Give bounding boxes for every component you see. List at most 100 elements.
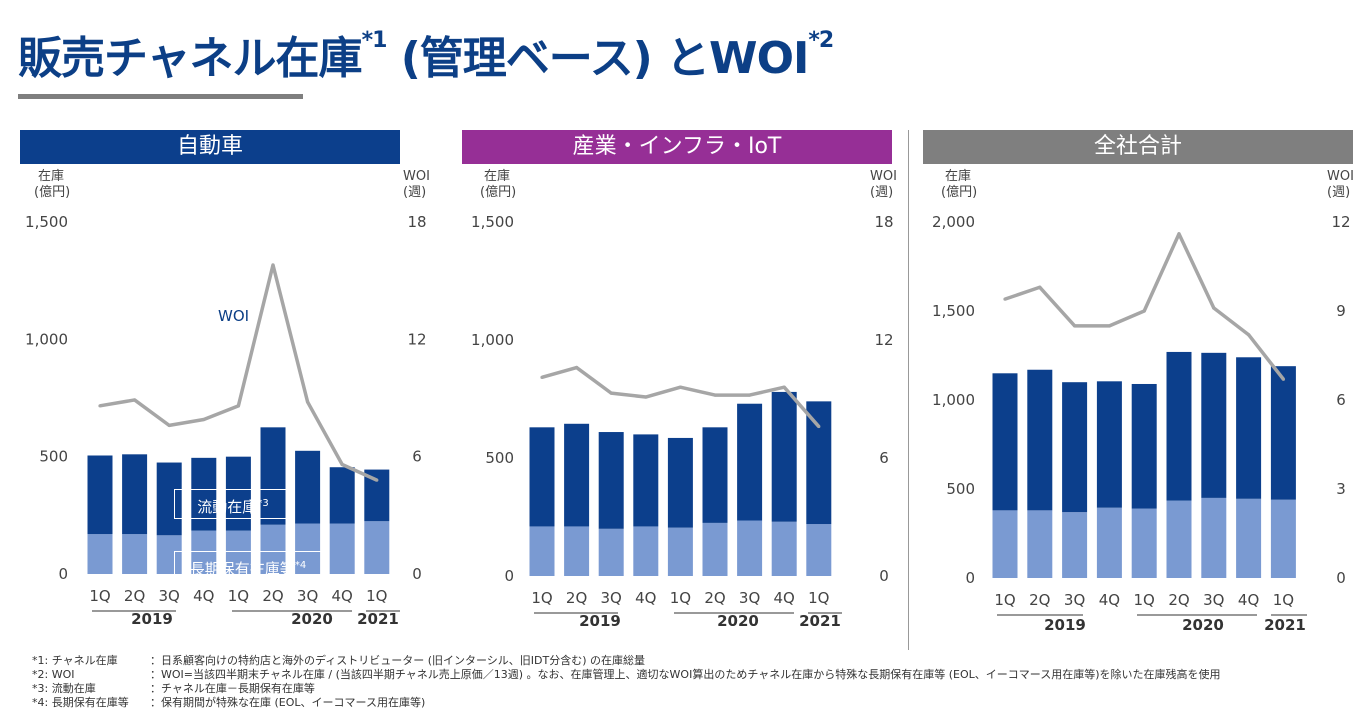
y2-tick-label: 6 [412,448,422,466]
x-tick-label: 3Q [1064,591,1085,609]
y-tick-label: 1,000 [932,391,975,409]
y2-tick-label: 6 [879,449,889,467]
x-tick-label: 1Q [1273,591,1294,609]
bar-long-term [191,530,217,574]
bar-long-term [225,530,251,574]
bar-long-term [295,523,321,574]
bar-long-term [529,526,555,576]
bar-flow [633,434,659,527]
bar-long-term [1131,508,1157,578]
bar-flow [1062,382,1088,513]
footnotes: *1: チャネル在庫 ：日系顧客向けの特約店と海外のディストリビューター (旧イン… [32,654,1220,710]
woi-point [167,423,171,427]
bar-long-term [702,522,728,576]
bar-long-term [1166,500,1192,578]
y-tick-label: 500 [485,449,514,467]
x-tick-label: 2Q [1168,591,1189,609]
y2-tick-label: 0 [1336,569,1346,587]
woi-point [540,375,544,379]
y2-tick-label: 18 [407,213,426,231]
woi-line [99,263,378,482]
x-tick-label: 2Q [124,587,145,605]
footnote-4: *4: 長期保有在庫等 ：保有期間が特殊な在庫 (EOL、イーコマース用在庫等) [32,696,426,709]
x-tick-label: 4Q [332,587,353,605]
y2-tick-label: 3 [1336,480,1346,498]
bar-flow [992,373,1018,511]
bar-flow [702,427,728,523]
bar-flow [1270,366,1296,500]
y-tick-label: 1,500 [471,213,514,231]
year-label: 2021 [1264,616,1306,634]
woi-point [236,404,240,408]
bar-long-term [1027,510,1053,578]
bar-long-term [122,534,148,574]
x-tick-label: 2Q [704,589,725,607]
y-tick-label: 1,500 [932,302,975,320]
unit-left-line1: 在庫 [484,169,510,184]
bar-long-term [737,520,763,576]
panel-header-automotive: 自動車 [20,130,400,164]
woi-point [782,385,786,389]
flow-inventory-callout: 流動在庫*3 [174,489,292,519]
x-tick-label: 3Q [739,589,760,607]
y-tick-label: 0 [58,565,68,583]
y2-tick-label: 12 [407,330,426,348]
woi-point [678,385,682,389]
bar-flow [806,401,832,525]
year-label: 2020 [717,612,759,630]
bar-long-term [87,534,113,574]
woi-point [1247,333,1251,337]
year-label: 2020 [291,610,333,628]
footnote-2: *2: WOI ：WOI=当該四半期末チャネル在庫 / (当該四半期チャネル売上原… [32,668,1221,681]
bar-long-term [598,528,624,576]
y-tick-label: 1,500 [25,213,68,231]
x-tick-label: 4Q [193,587,214,605]
year-label: 2021 [357,610,399,628]
unit-right-line2: (週) [870,185,893,200]
woi-point [1281,377,1285,381]
y-tick-label: 2,000 [932,213,975,231]
unit-right-line1: WOI [403,169,430,184]
y2-tick-label: 12 [1331,213,1350,231]
x-tick-label: 3Q [297,587,318,605]
panel-header-industrial-iot: 産業・インフラ・IoT [462,130,892,164]
bar-flow [260,427,286,525]
bar-flow [329,467,355,524]
woi-point [1038,285,1042,289]
y-tick-label: 0 [965,569,975,587]
woi-point [271,263,275,267]
y2-tick-label: 6 [1336,391,1346,409]
bar-flow [1096,381,1122,508]
bar-flow [771,391,797,522]
bar-long-term [1062,512,1088,578]
panel-header-company-total: 全社合計 [923,130,1353,164]
bar-long-term [992,510,1018,578]
x-tick-label: 2Q [566,589,587,607]
x-tick-label: 2Q [262,587,283,605]
bar-long-term [1096,507,1122,578]
woi-point [1212,306,1216,310]
woi-point [575,365,579,370]
x-tick-label: 1Q [808,589,829,607]
woi-point [98,404,102,408]
bar-flow [1131,383,1157,509]
x-tick-label: 1Q [1134,591,1155,609]
bar-long-term [364,521,390,574]
woi-point [375,478,379,482]
bar-flow [598,432,624,529]
title-underline [18,94,303,99]
bar-flow [737,403,763,521]
unit-right-line2: (週) [1327,185,1350,200]
woi-point [1177,232,1181,236]
unit-left-line2: (億円) [34,184,70,200]
unit-right-line1: WOI [870,169,897,184]
x-tick-label: 4Q [635,589,656,607]
panel-separator [908,130,909,650]
bar-flow [122,454,148,535]
x-tick-label: 2Q [1029,591,1050,609]
unit-left-line1: 在庫 [38,169,64,184]
x-tick-label: 4Q [774,589,795,607]
x-tick-label: 4Q [1238,591,1259,609]
unit-left-line2: (億円) [941,184,977,200]
